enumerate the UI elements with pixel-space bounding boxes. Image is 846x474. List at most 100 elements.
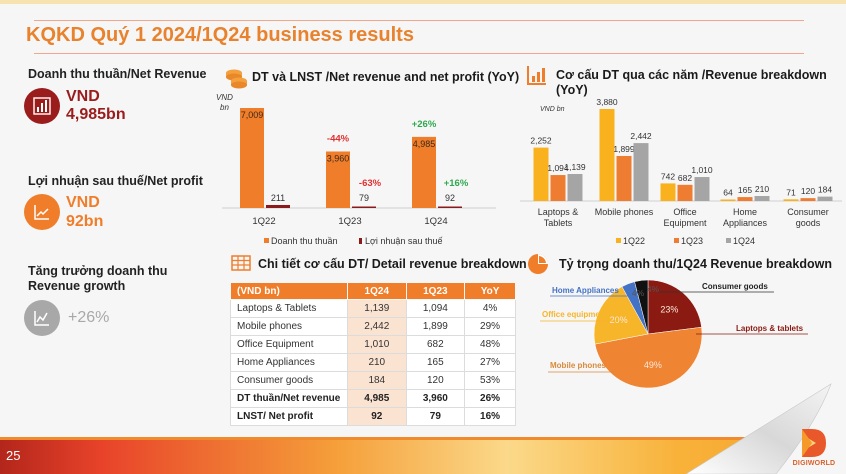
bar-value-label: 210	[755, 184, 769, 194]
table-header-category: (VND bn)	[230, 282, 348, 300]
table-row: Mobile phones 2,442 1,899 29%	[230, 317, 516, 336]
bar-1q24	[754, 196, 770, 201]
table-header-1q24: 1Q24	[347, 282, 407, 300]
y-axis-unit-line2: bn	[220, 103, 229, 112]
bar-1q22	[783, 199, 799, 201]
bar-revenue	[412, 136, 436, 208]
x-tick-label: 1Q22	[252, 216, 275, 227]
pie-callout-label: Mobile phones	[550, 361, 607, 370]
bar-label-profit: 211	[271, 193, 285, 203]
legend-swatch	[674, 238, 679, 243]
bar-value-label: 1,139	[564, 162, 586, 172]
row-label: Mobile phones	[230, 317, 348, 336]
x-tick-label: Home	[733, 207, 757, 217]
detail-revenue-table: (VND bn) 1Q24 1Q23 YoY Laptops & Tablets…	[230, 282, 516, 426]
footer-rule	[0, 437, 780, 440]
pie-percent-label: 4%	[647, 284, 660, 294]
x-tick-label: Laptops &	[538, 207, 579, 217]
bar-chart-icon	[24, 88, 60, 124]
x-tick-label: Office	[673, 207, 696, 217]
legend-swatch-profit	[359, 238, 362, 244]
kpi-net-revenue-currency: VND	[66, 88, 100, 105]
bar-1q23	[550, 175, 566, 201]
pie-percent-label: 49%	[644, 360, 662, 370]
page-title: KQKD Quý 1 2024/1Q24 business results	[26, 24, 414, 46]
title-rule-bottom	[34, 53, 804, 54]
kpi-growth-label-vi: Tăng trưởng doanh thu	[28, 264, 168, 278]
cell-1q24: 2,442	[347, 317, 407, 336]
bar-1q22	[720, 199, 736, 201]
table-row: Home Appliances 210 165 27%	[230, 353, 516, 372]
x-tick-label: goods	[796, 218, 821, 228]
pie-callout-label: Home Appliances	[552, 286, 619, 295]
title-rule-top	[34, 20, 804, 21]
x-tick-label: Consumer	[787, 207, 829, 217]
row-label: Home Appliances	[230, 353, 348, 372]
cell-1q23: 79	[405, 407, 466, 426]
cell-1q23: 1,899	[405, 317, 466, 336]
bar-value-label: 742	[661, 171, 675, 181]
row-label: Consumer goods	[230, 371, 348, 390]
pie-callout-label: Office equipment	[542, 310, 608, 319]
bar-value-label: 682	[678, 173, 692, 183]
cell-yoy: 16%	[464, 407, 516, 426]
bar-value-label: 1,010	[691, 165, 713, 175]
annotation-profit-growth: -63%	[359, 178, 382, 189]
kpi-net-revenue-label: Doanh thu thuần/Net Revenue	[28, 67, 207, 81]
cell-yoy: 26%	[464, 389, 516, 408]
cell-1q23: 120	[405, 371, 466, 390]
cell-1q23: 1,094	[405, 299, 466, 318]
bar-value-label: 3,880	[596, 97, 618, 107]
row-label: Laptops & Tablets	[230, 299, 348, 318]
cell-1q24: 210	[347, 353, 407, 372]
table-header-row: (VND bn) 1Q24 1Q23 YoY	[230, 282, 516, 300]
cell-1q24: 4,985	[347, 389, 407, 408]
bar-label-profit: 79	[359, 193, 369, 203]
bar-profit	[266, 204, 290, 208]
bar-value-label: 1,899	[613, 144, 635, 154]
bar-label-revenue: 7,009	[241, 110, 264, 120]
chart-breakdown-title-line2: (YoY)	[556, 83, 588, 97]
pie-chart-icon	[527, 253, 549, 280]
detail-table-title: Chi tiết cơ cấu DT/ Detail revenue break…	[258, 257, 527, 271]
pie-percent-label: 23%	[660, 305, 678, 315]
cell-1q24: 92	[347, 407, 407, 426]
cell-1q24: 1,010	[347, 335, 407, 354]
kpi-growth-value: +26%	[68, 309, 110, 326]
bar-value-label: 165	[738, 185, 752, 195]
bar-1q22	[599, 109, 615, 201]
chart-breakdown-title-line1: Cơ cấu DT qua các năm /Revenue breakdown	[556, 68, 827, 82]
bar-value-label: 64	[723, 187, 733, 197]
legend-swatch-revenue	[264, 238, 269, 243]
cell-yoy: 53%	[464, 371, 516, 390]
trend-chart-icon	[24, 194, 60, 230]
bar-value-label: 184	[818, 185, 832, 195]
kpi-net-profit-currency: VND	[66, 194, 100, 211]
x-tick-label: 1Q23	[338, 216, 361, 227]
coins-icon	[224, 65, 250, 96]
bar-1q23	[800, 198, 816, 201]
row-label: DT thuần/Net revenue	[230, 389, 348, 408]
legend-label: 1Q24	[733, 236, 755, 246]
kpi-net-revenue-value: 4,985bn	[66, 106, 126, 123]
pie-callout-label: Laptops & tablets	[736, 324, 804, 333]
bar-label-revenue: 3,960	[327, 154, 350, 164]
bar-1q22	[533, 147, 549, 201]
table-row: Office Equipment 1,010 682 48%	[230, 335, 516, 354]
row-label: LNST/ Net profit	[230, 407, 348, 426]
table-row: Consumer goods 184 120 53%	[230, 371, 516, 390]
table-header-1q23: 1Q23	[405, 282, 466, 300]
pie-chart-title: Tỷ trọng doanh thu/1Q24 Revenue breakdow…	[559, 257, 832, 271]
bar-1q23	[616, 155, 632, 201]
bar-1q22	[660, 183, 676, 201]
annotation-profit-growth: +16%	[444, 178, 469, 189]
x-tick-label: Appliances	[723, 218, 768, 228]
x-tick-label: 1Q24	[424, 216, 447, 227]
bar-value-label: 2,252	[530, 136, 552, 146]
bar-value-label: 2,442	[630, 131, 652, 141]
bar-label-revenue: 4,985	[413, 139, 436, 149]
table-row-net-profit: LNST/ Net profit 92 79 16%	[230, 407, 516, 426]
bar-chart-icon	[526, 64, 548, 91]
bar-1q24	[817, 196, 833, 201]
